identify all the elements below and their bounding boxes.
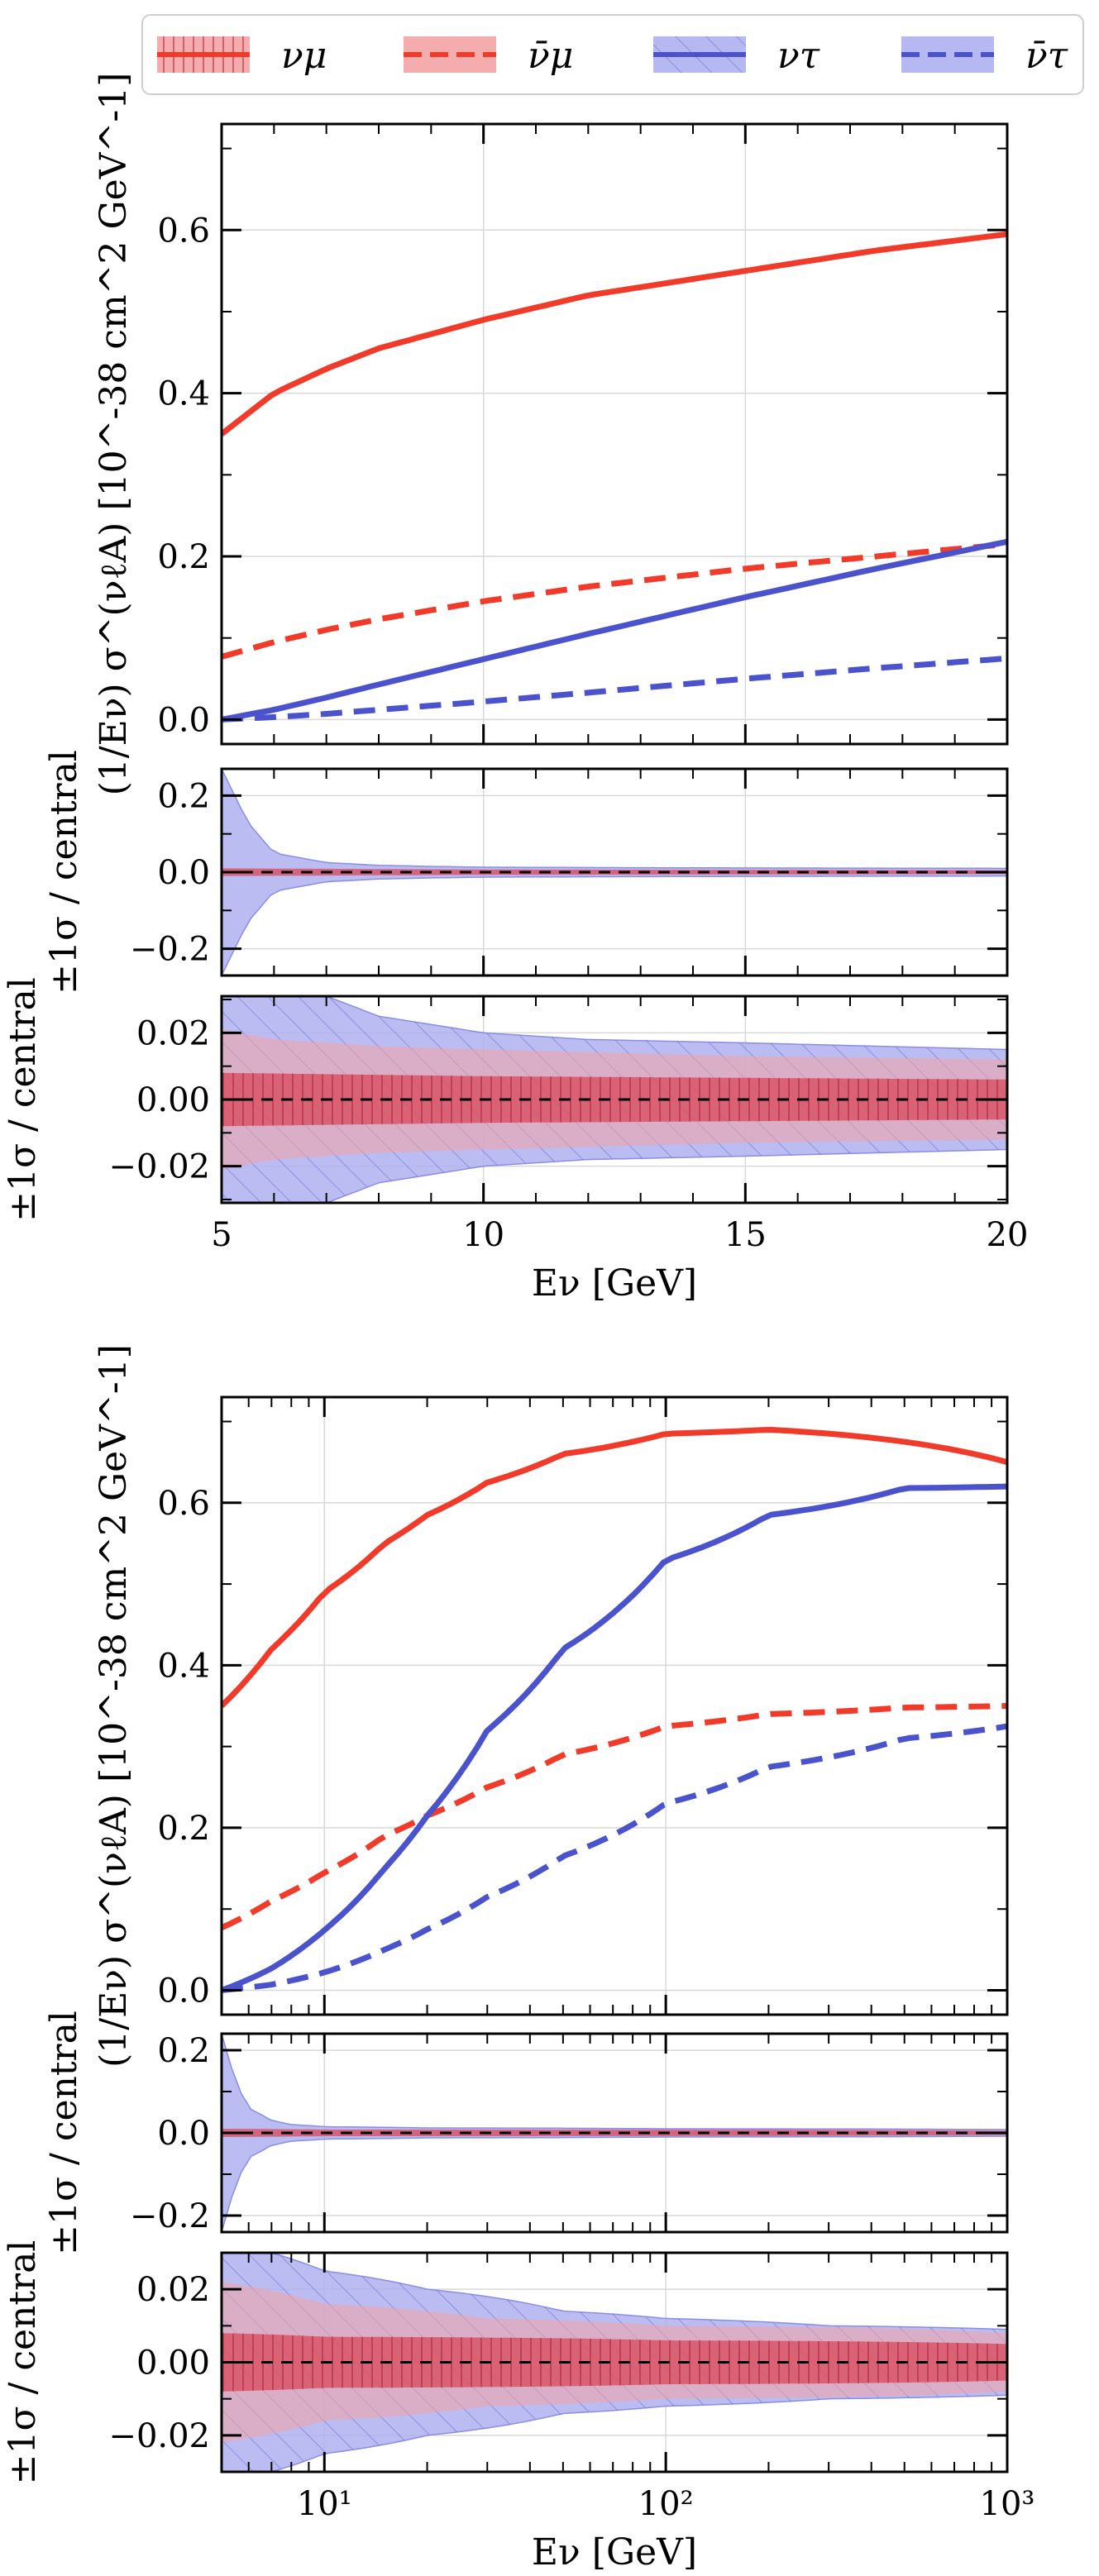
x-tick-label: 10³ <box>980 2485 1035 2523</box>
x-axis-label: Eν [GeV] <box>532 1262 697 1305</box>
y-tick-label: 0.4 <box>157 375 210 413</box>
plot-area <box>222 124 1007 744</box>
legend-frame <box>141 14 1084 95</box>
y-tick-label: 0.2 <box>157 538 210 576</box>
panel-ratio_narrow: −0.02 0.00 0.02 5 10 15 20 <box>108 995 1029 1254</box>
panels: 0.0 0.2 0.4 0.6 (1/Eν) σ^(νℓA) [10^-38 cm^2 … <box>2 73 1034 2574</box>
panel-ratio_wide: −0.2 0.0 0.2 <box>130 767 1009 977</box>
series-line-1 <box>222 541 1007 660</box>
series-line-2 <box>222 1483 1007 1993</box>
y-tick-label: 0.6 <box>157 1485 210 1523</box>
plot-area <box>222 2034 1007 2232</box>
x-axis-label: Eν [GeV] <box>532 2531 697 2574</box>
legend-label: νμ <box>281 35 327 77</box>
series-line-3 <box>222 655 1007 723</box>
series-line-2 <box>222 538 1007 723</box>
x-tick-label: 10¹ <box>297 2485 352 2523</box>
series-line-3 <box>222 1723 1007 1993</box>
x-tick-label: 10 <box>462 1216 504 1254</box>
series-line-0 <box>222 1427 1007 1708</box>
chart-bottom-log: 0.0 0.2 0.4 0.6 (1/Eν) σ^(νℓA) [10^-38 cm^2 … <box>2 1344 1034 2574</box>
panel-main: 0.0 0.2 0.4 0.6 <box>157 122 1009 746</box>
main-ylabel: (1/Eν) σ^(νℓA) [10^-38 cm^2 GeV^-1] <box>93 73 135 796</box>
y-tick-label: 0.0 <box>157 701 210 739</box>
y-tick-label: 0.4 <box>157 1647 210 1685</box>
y-tick-label: 0.2 <box>157 1810 210 1848</box>
y-tick-label: 0.02 <box>136 2271 210 2309</box>
y-tick-label: −0.2 <box>130 2197 210 2235</box>
series-line-0 <box>222 231 1007 436</box>
plot-area <box>222 2253 1007 2472</box>
plot-area <box>222 1397 1007 2015</box>
uncertainty-band-1 <box>222 868 1007 876</box>
y-tick-label: 0.2 <box>157 777 210 815</box>
y-tick-label: −0.2 <box>130 931 210 969</box>
x-tick-label: 10² <box>638 2485 694 2523</box>
y-tick-label: 0.6 <box>157 212 210 250</box>
band-hatch-vertical <box>222 1072 1007 1127</box>
axes-frame <box>220 1395 1009 2016</box>
x-tick-label: 5 <box>211 1216 232 1254</box>
y-tick-label: 0.0 <box>157 1973 210 2011</box>
y-tick-label: 0.0 <box>157 2115 210 2153</box>
ratio_wide-ylabel: ±1σ / central <box>43 2011 85 2255</box>
axes-frame <box>220 122 1009 746</box>
y-tick-label: 0.02 <box>136 1014 210 1052</box>
ratio_narrow-ylabel: ±1σ / central <box>2 2240 44 2485</box>
plot-area <box>222 769 1007 976</box>
main-ylabel: (1/Eν) σ^(νℓA) [10^-38 cm^2 GeV^-1] <box>93 1344 135 2068</box>
ratio_wide-ylabel: ±1σ / central <box>43 750 85 995</box>
uncertainty-band-1 <box>222 2129 1007 2137</box>
y-tick-label: 0.2 <box>157 2032 210 2070</box>
legend-label: ν̄τ <box>1025 35 1068 77</box>
y-tick-label: −0.02 <box>108 2417 210 2455</box>
chart-top-linear: 0.0 0.2 0.4 0.6 (1/Eν) σ^(νℓA) [10^-38 cm^2 … <box>2 73 1028 1305</box>
y-tick-label: 0.00 <box>136 1081 210 1119</box>
band-hatch-vertical <box>222 2333 1007 2392</box>
legend-label: ντ <box>777 35 820 77</box>
y-tick-label: −0.02 <box>108 1148 210 1186</box>
series-line-1 <box>222 1703 1007 1930</box>
x-tick-label: 20 <box>987 1216 1029 1254</box>
y-tick-label: 0.00 <box>136 2345 210 2383</box>
panel-ratio_wide: −0.2 0.0 0.2 <box>130 2032 1009 2235</box>
ratio_narrow-ylabel: ±1σ / central <box>2 977 44 1222</box>
plot-area <box>222 996 1007 1203</box>
panel-ratio_narrow: −0.02 0.00 0.02 10¹ 10² 10³ <box>108 2251 1035 2523</box>
legend: νμ ν̄μ ντ ν̄τ <box>141 14 1084 95</box>
y-tick-label: 0.0 <box>157 854 210 892</box>
x-tick-label: 15 <box>724 1216 767 1254</box>
legend-label: ν̄μ <box>528 35 573 77</box>
panel-main: 0.0 0.2 0.4 0.6 <box>157 1395 1009 2016</box>
